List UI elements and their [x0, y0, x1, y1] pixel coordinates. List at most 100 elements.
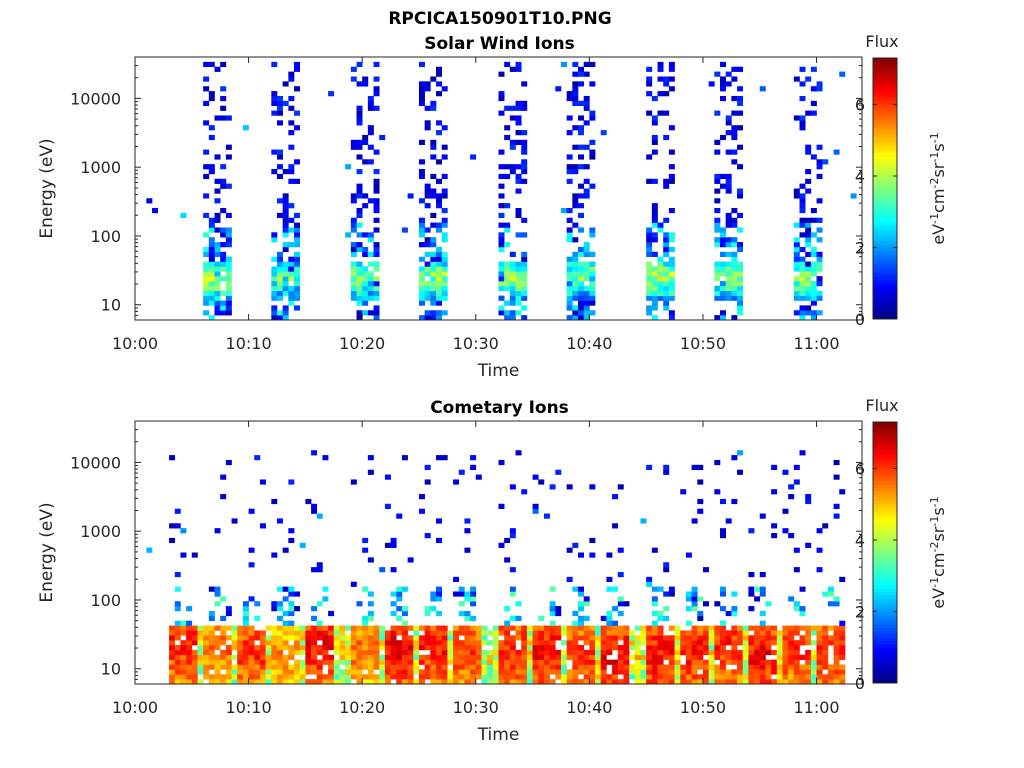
flux-cell — [572, 266, 579, 272]
flux-cell — [282, 586, 289, 592]
flux-cell — [373, 188, 380, 194]
flux-cell — [458, 669, 465, 675]
flux-cell — [572, 169, 579, 175]
flux-cell — [424, 533, 431, 539]
flux-cell — [294, 271, 301, 277]
flux-cell — [805, 227, 812, 233]
flux-cell — [634, 659, 641, 665]
flux-cell — [668, 315, 675, 320]
flux-cell — [720, 290, 726, 296]
flux-cell — [271, 606, 278, 612]
flux-cell — [203, 193, 210, 199]
flux-cell — [191, 552, 198, 558]
flux-cell — [356, 271, 363, 277]
flux-cell — [560, 207, 567, 214]
flux-cell — [697, 645, 704, 651]
colorbar-segment — [873, 663, 897, 668]
flux-cell — [356, 630, 363, 636]
flux-cell — [418, 271, 425, 277]
flux-cell — [566, 276, 573, 282]
flux-cell — [742, 674, 749, 680]
flux-cell — [367, 159, 374, 165]
flux-cell — [174, 674, 181, 680]
flux-cell — [271, 271, 278, 277]
flux-cell — [515, 207, 522, 214]
flux-cell — [668, 261, 675, 267]
flux-cell — [169, 649, 176, 656]
flux-cell — [799, 669, 806, 675]
flux-cell — [203, 271, 210, 277]
flux-cell — [453, 479, 460, 485]
flux-cell — [651, 295, 658, 301]
flux-cell — [498, 679, 505, 684]
flux-cell — [413, 679, 420, 684]
flux-cell — [765, 625, 772, 631]
flux-cell — [759, 645, 766, 651]
flux-cell — [771, 640, 778, 646]
flux-cell — [651, 630, 658, 636]
flux-cell — [396, 654, 403, 660]
flux-cell — [651, 207, 658, 214]
flux-cell — [799, 285, 806, 292]
flux-cell — [810, 207, 817, 214]
flux-cell — [470, 649, 477, 656]
colorbar-segment — [873, 448, 897, 452]
flux-cell — [697, 615, 704, 621]
flux-cell — [265, 674, 272, 680]
flux-cell — [833, 674, 840, 680]
flux-cell — [748, 645, 755, 651]
flux-cell — [208, 610, 215, 617]
flux-cell — [294, 178, 301, 184]
flux-cell — [646, 242, 653, 248]
flux-cell — [509, 674, 516, 680]
flux-cell — [328, 645, 335, 651]
flux-cell — [725, 120, 732, 126]
flux-cell — [720, 261, 726, 267]
flux-cell — [589, 645, 596, 651]
flux-cell — [578, 315, 584, 320]
flux-cell — [225, 635, 232, 641]
flux-cell — [691, 606, 698, 612]
flux-cell — [714, 261, 721, 267]
flux-cell — [225, 285, 232, 292]
flux-cell — [220, 290, 227, 296]
flux-cell — [498, 271, 505, 277]
flux-cell — [515, 295, 522, 301]
flux-cell — [322, 674, 329, 680]
flux-cell — [265, 679, 272, 684]
colorbar-label: Flux — [865, 396, 898, 415]
flux-cell — [714, 110, 721, 116]
flux-cell — [578, 679, 584, 684]
flux-cell — [714, 489, 721, 495]
flux-cell — [367, 591, 374, 597]
flux-cell — [481, 679, 488, 684]
flux-cell — [742, 669, 749, 675]
flux-cell — [458, 664, 465, 670]
flux-cell — [725, 654, 732, 660]
flux-cell — [776, 679, 783, 684]
flux-cell — [350, 285, 357, 292]
flux-cell — [560, 630, 567, 636]
flux-cell — [532, 659, 539, 665]
flux-cell — [328, 640, 335, 646]
flux-cell — [668, 266, 675, 272]
flux-cell — [367, 469, 374, 475]
flux-cell — [367, 271, 374, 277]
flux-cell — [646, 266, 653, 272]
colorbar-segment — [873, 230, 897, 235]
flux-cell — [356, 144, 363, 150]
flux-cell — [538, 645, 545, 651]
flux-cell — [464, 649, 471, 656]
flux-cell — [737, 188, 744, 194]
flux-cell — [509, 290, 516, 296]
flux-cell — [430, 591, 437, 597]
flux-cell — [362, 620, 369, 626]
flux-cell — [299, 630, 306, 636]
flux-cell — [311, 567, 318, 573]
flux-cell — [748, 679, 755, 684]
flux-cell — [282, 669, 289, 675]
flux-cell — [572, 285, 579, 292]
flux-cell — [458, 630, 465, 636]
flux-cell — [498, 276, 505, 282]
flux-cell — [174, 620, 181, 626]
